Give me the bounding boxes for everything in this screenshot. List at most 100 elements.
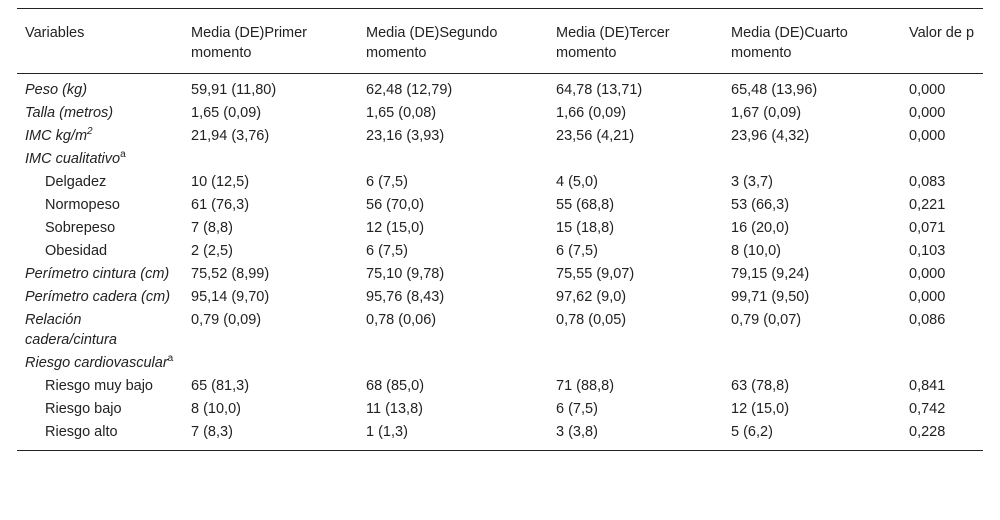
cell-moment-3: 6 (7,5) (556, 243, 598, 259)
cell-moment-1: 8 (10,0) (191, 401, 241, 417)
row-label-text: Talla (metros) (25, 105, 114, 121)
cell-moment-1: 0,79 (0,09) (191, 312, 262, 328)
cell-moment-4 (723, 352, 901, 375)
cell-p-value (901, 148, 983, 171)
row-label: Talla (metros) (17, 102, 183, 125)
cell-p-value: 0,000 (909, 289, 946, 305)
cell-moment-4: 12 (15,0) (731, 401, 790, 417)
table-row: Riesgo muy bajo 65 (81,3) 68 (85,0) 71 (… (17, 375, 983, 398)
cell-moment-1: 7 (8,3) (183, 421, 358, 451)
table-row: Perímetro cintura (cm) 75,52 (8,99) 75,1… (17, 263, 983, 286)
header-moment-2: Media (DE)Segundo momento (358, 8, 548, 74)
cell-moment-2: 12 (15,0) (366, 220, 425, 236)
cell-moment-2: 56 (70,0) (366, 197, 425, 213)
table-row: Talla (metros) 1,65 (0,09) 1,65 (0,08) 1… (17, 102, 983, 125)
cell-moment-1: 95,14 (9,70) (191, 289, 270, 305)
row-label-text: IMC cualitativo (25, 151, 121, 167)
header-variables: Variables (17, 8, 183, 74)
row-label: Perímetro cadera (cm) (25, 289, 171, 305)
header-moment-1: Media (DE)Primer momento (183, 8, 358, 74)
cell-moment-4: 23,96 (4,32) (731, 128, 810, 144)
row-label: Riesgo muy bajo (45, 378, 153, 394)
cell-moment-3: 0,78 (0,05) (556, 312, 627, 328)
cell-moment-4: 63 (78,8) (731, 378, 790, 394)
row-label: Obesidad (45, 243, 108, 259)
row-label: Peso (kg) (17, 74, 183, 103)
data-table-container: Variables Media (DE)Primer momento Media… (17, 8, 983, 451)
cell-p-value: 0,000 (909, 266, 946, 282)
cell-moment-4: 3 (3,7) (731, 174, 773, 190)
cell-moment-2: 11 (13,8) (366, 401, 423, 417)
cell-moment-1: 65 (81,3) (191, 378, 250, 394)
cell-moment-1: 21,94 (3,76) (191, 128, 270, 144)
cell-moment-2: 23,16 (3,93) (366, 128, 445, 144)
header-moment-4: Media (DE)Cuarto momento (723, 8, 901, 74)
cell-p-value: 0,071 (909, 220, 946, 236)
cell-moment-2: 95,76 (8,43) (366, 289, 445, 305)
cell-moment-2: 62,48 (12,79) (366, 82, 453, 98)
cell-moment-3: 6 (7,5) (556, 401, 598, 417)
cell-moment-3: 71 (88,8) (556, 378, 615, 394)
row-label: IMC kg/m2 (17, 125, 183, 148)
cell-moment-2 (358, 352, 548, 375)
table-row: Obesidad 2 (2,5) 6 (7,5) 6 (7,5) 8 (10,0… (17, 240, 983, 263)
cell-moment-3: 23,56 (4,21) (556, 128, 635, 144)
cell-moment-1 (183, 352, 358, 375)
cell-p-value: 0,841 (909, 378, 946, 394)
cell-moment-2: 1 (1,3) (358, 421, 548, 451)
cell-moment-3: 15 (18,8) (556, 220, 615, 236)
cell-moment-4 (723, 148, 901, 171)
cell-moment-3: 1,66 (0,09) (556, 105, 627, 121)
row-label-superscript: 2 (87, 126, 93, 138)
row-label: Riesgo alto (17, 421, 183, 451)
cell-moment-2: 6 (7,5) (366, 174, 408, 190)
cell-moment-1: 1,65 (0,09) (191, 105, 262, 121)
table-row-group-header: IMC cualitativoa (17, 148, 983, 171)
header-row: Variables Media (DE)Primer momento Media… (17, 8, 983, 74)
cell-moment-2 (358, 148, 548, 171)
row-label: IMC cualitativoa (17, 148, 183, 171)
cell-moment-2: 68 (85,0) (366, 378, 425, 394)
cell-moment-4: 79,15 (9,24) (731, 266, 810, 282)
header-p-value: Valor de p (901, 8, 983, 74)
cell-moment-4: 1,67 (0,09) (731, 105, 802, 121)
table-row: Relación cadera/cintura 0,79 (0,09) 0,78… (17, 309, 983, 352)
row-label-text: Peso (kg) (25, 82, 88, 98)
row-label-text: IMC kg/m (25, 128, 88, 144)
row-label: Delgadez (45, 174, 107, 190)
cell-p-value: 0,086 (909, 312, 946, 328)
cell-moment-3: 55 (68,8) (556, 197, 615, 213)
cell-moment-1: 75,52 (8,99) (191, 266, 270, 282)
cell-moment-3: 4 (5,0) (556, 174, 598, 190)
cell-p-value: 0,000 (909, 82, 946, 98)
cell-moment-2: 0,78 (0,06) (366, 312, 437, 328)
cell-moment-3 (548, 352, 723, 375)
cell-p-value: 0,228 (901, 421, 983, 451)
cell-moment-3: 75,55 (9,07) (556, 266, 635, 282)
cell-moment-1: 61 (76,3) (191, 197, 250, 213)
cell-moment-4: 53 (66,3) (731, 197, 790, 213)
row-label: Riesgo cardiovasculara (17, 352, 183, 375)
cell-moment-2: 75,10 (9,78) (366, 266, 445, 282)
table-row: Normopeso 61 (76,3) 56 (70,0) 55 (68,8) … (17, 194, 983, 217)
row-label-superscript: a (167, 353, 174, 365)
cell-p-value: 0,000 (909, 128, 946, 144)
row-label: Riesgo bajo (45, 401, 122, 417)
cell-p-value: 0,000 (909, 105, 946, 121)
cell-p-value: 0,221 (909, 197, 946, 213)
table-row-group-header: Riesgo cardiovasculara (17, 352, 983, 375)
cell-moment-1: 59,91 (11,80) (191, 82, 277, 98)
table-row: Perímetro cadera (cm) 95,14 (9,70) 95,76… (17, 286, 983, 309)
cell-moment-2: 6 (7,5) (366, 243, 408, 259)
cell-moment-4: 8 (10,0) (731, 243, 781, 259)
cell-moment-3: 64,78 (13,71) (556, 82, 643, 98)
cell-moment-3: 3 (3,8) (548, 421, 723, 451)
cell-moment-4: 0,79 (0,07) (731, 312, 802, 328)
cell-moment-2: 1,65 (0,08) (366, 105, 437, 121)
row-label: Sobrepeso (45, 220, 116, 236)
table-body: Peso (kg) 59,91 (11,80) 62,48 (12,79) 64… (17, 74, 983, 451)
cell-p-value: 0,103 (909, 243, 946, 259)
row-label: Perímetro cintura (cm) (25, 266, 170, 282)
cell-moment-4: 5 (6,2) (723, 421, 901, 451)
header-moment-3: Media (DE)Tercer momento (548, 8, 723, 74)
